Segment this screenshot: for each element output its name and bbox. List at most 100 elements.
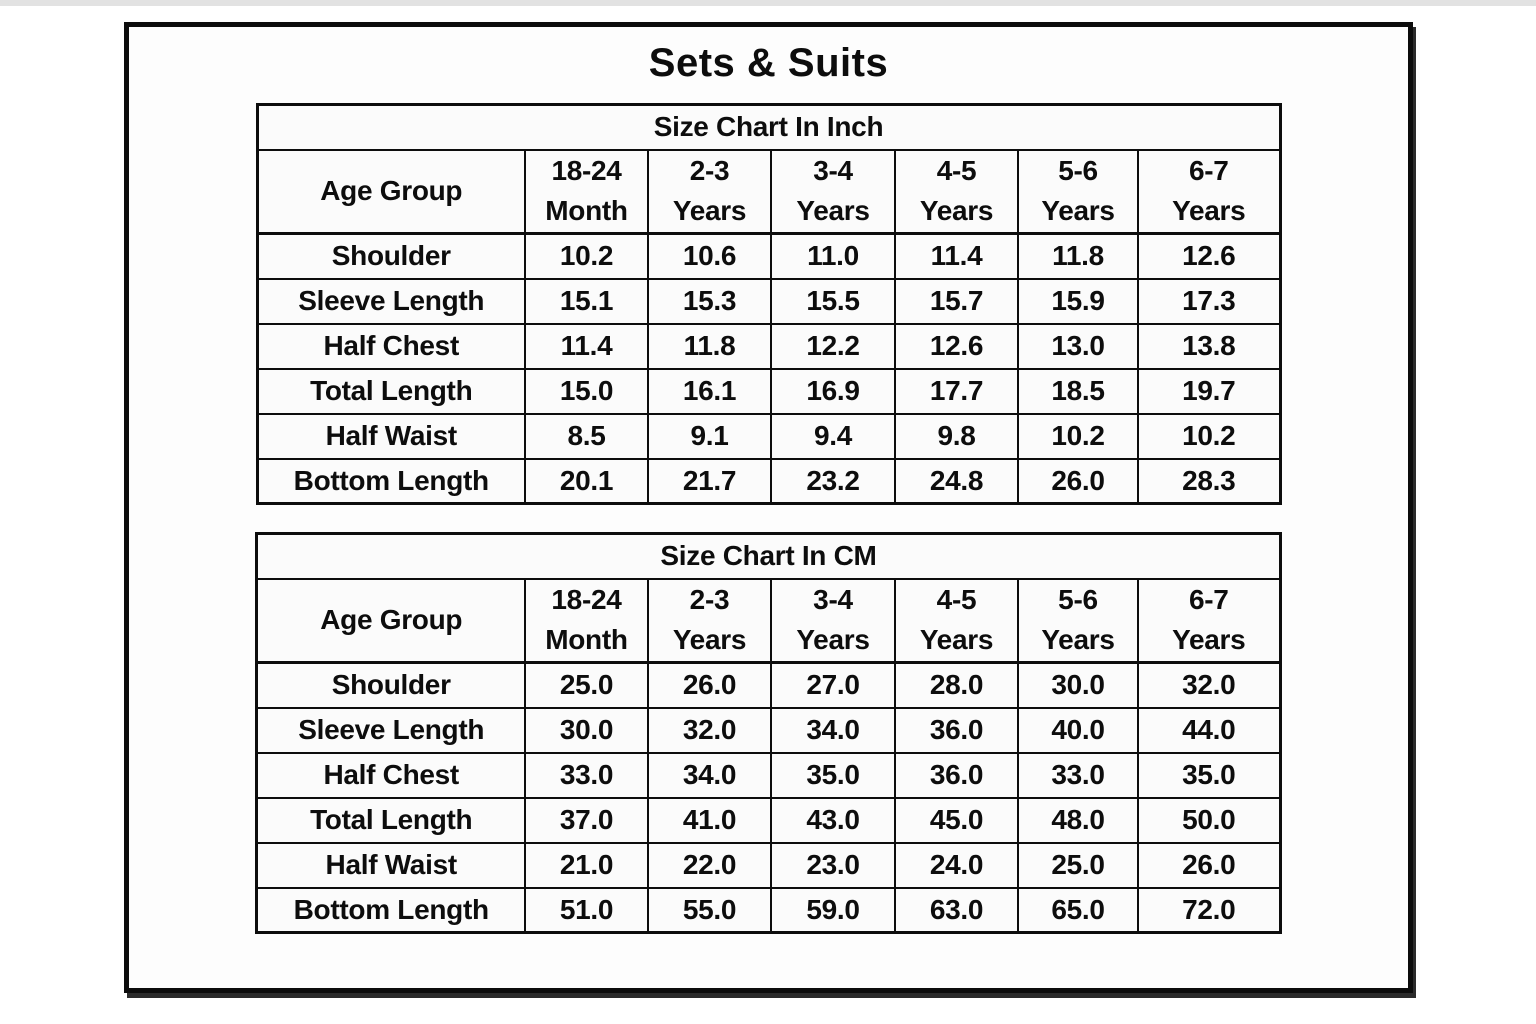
table-row: Sleeve Length 30.0 32.0 34.0 36.0 40.0 44.0	[255, 706, 1282, 754]
measurement-cell: 24.0	[893, 841, 1019, 889]
measurement-cell: 33.0	[523, 751, 649, 799]
measurement-cell: 15.3	[647, 277, 772, 325]
measurement-cell: 50.0	[1136, 796, 1282, 844]
measurement-cell: 41.0	[646, 796, 772, 844]
table-row: Sleeve Length 15.1 15.3 15.5 15.7 15.9 17.3	[256, 277, 1281, 325]
measurement-cell: 23.2	[770, 457, 896, 505]
measurement-cell: 15.0	[524, 367, 649, 415]
column-header: 3-4 Years	[770, 148, 896, 235]
measurement-cell: 12.6	[894, 322, 1019, 370]
table-row: Half Chest 33.0 34.0 35.0 36.0 33.0 35.0	[255, 751, 1282, 799]
measurement-cell: 11.8	[1017, 232, 1139, 280]
measurement-cell: 72.0	[1136, 886, 1282, 934]
row-label: Half Waist	[256, 412, 526, 460]
measurement-cell: 19.7	[1137, 367, 1281, 415]
measurement-cell: 28.3	[1137, 457, 1281, 505]
size-chart-table: Size Chart In CM Age Group 18-24 Month 2-3 …	[255, 532, 1282, 934]
measurement-cell: 10.2	[1017, 412, 1139, 460]
measurement-cell: 11.0	[770, 232, 896, 280]
measurement-cell: 9.4	[770, 412, 896, 460]
measurement-cell: 35.0	[769, 751, 896, 799]
table-title: Size Chart In Inch	[256, 103, 1281, 151]
measurement-cell: 9.8	[894, 412, 1019, 460]
table-row: Half Chest 11.4 11.8 12.2 12.6 13.0 13.8	[256, 322, 1281, 370]
measurement-cell: 18.5	[1017, 367, 1139, 415]
measurement-cell: 13.8	[1137, 322, 1281, 370]
table-row: Bottom Length 51.0 55.0 59.0 63.0 65.0 72.0	[255, 886, 1282, 934]
measurement-cell: 15.1	[524, 277, 649, 325]
size-chart-table: Size Chart In Inch Age Group 18-24 Month 2-…	[255, 103, 1282, 505]
measurement-cell: 48.0	[1016, 796, 1139, 844]
measurement-cell: 10.6	[647, 232, 772, 280]
measurement-cell: 21.7	[647, 457, 772, 505]
row-label: Half Chest	[256, 322, 526, 370]
column-header: 18-24 Month	[524, 148, 649, 235]
measurement-cell: 25.0	[523, 661, 649, 709]
column-header: 5-6 Years	[1017, 148, 1139, 235]
measurement-cell: 30.0	[523, 706, 649, 754]
measurement-cell: 24.8	[894, 457, 1019, 505]
measurement-cell: 34.0	[646, 751, 772, 799]
row-label: Sleeve Length	[255, 706, 526, 754]
table-row: Half Waist 8.5 9.1 9.4 9.8 10.2 10.2	[256, 412, 1281, 460]
measurement-cell: 21.0	[523, 841, 649, 889]
measurement-cell: 36.0	[893, 706, 1019, 754]
measurement-cell: 25.0	[1016, 841, 1139, 889]
measurement-cell: 15.5	[770, 277, 896, 325]
measurement-cell: 63.0	[893, 886, 1019, 934]
row-label: Total Length	[256, 367, 526, 415]
column-header: 2-3 Years	[647, 148, 772, 235]
row-label: Shoulder	[256, 232, 526, 280]
column-header: 6-7 Years	[1137, 148, 1281, 235]
table-row: Shoulder 10.2 10.6 11.0 11.4 11.8 12.6	[256, 232, 1281, 280]
measurement-cell: 27.0	[769, 661, 896, 709]
measurement-cell: 55.0	[646, 886, 772, 934]
age-group-header: Age Group	[255, 577, 526, 664]
measurement-cell: 59.0	[769, 886, 896, 934]
column-header: 5-6 Years	[1016, 577, 1139, 664]
age-group-header: Age Group	[256, 148, 526, 235]
measurement-cell: 11.4	[894, 232, 1019, 280]
table-row: Total Length 37.0 41.0 43.0 45.0 48.0 50.0	[255, 796, 1282, 844]
outer-frame: Sets & Suits Size Chart In Inch Age Group…	[124, 22, 1413, 993]
measurement-cell: 34.0	[769, 706, 896, 754]
table-row: Half Waist 21.0 22.0 23.0 24.0 25.0 26.0	[255, 841, 1282, 889]
size-chart-inch-container: Size Chart In Inch Age Group 18-24 Month 2-…	[129, 103, 1408, 505]
measurement-cell: 10.2	[524, 232, 649, 280]
row-label: Half Waist	[255, 841, 526, 889]
measurement-cell: 26.0	[1017, 457, 1139, 505]
column-header: 3-4 Years	[769, 577, 896, 664]
size-chart-cm-container: Size Chart In CM Age Group 18-24 Month 2-3 …	[129, 532, 1408, 934]
measurement-cell: 35.0	[1136, 751, 1282, 799]
measurement-cell: 36.0	[893, 751, 1019, 799]
measurement-cell: 30.0	[1016, 661, 1139, 709]
measurement-cell: 32.0	[646, 706, 772, 754]
measurement-cell: 26.0	[1136, 841, 1282, 889]
measurement-cell: 32.0	[1136, 661, 1282, 709]
measurement-cell: 12.2	[770, 322, 896, 370]
table-title-row: Size Chart In CM	[255, 532, 1282, 580]
row-label: Shoulder	[255, 661, 526, 709]
measurement-cell: 17.3	[1137, 277, 1281, 325]
measurement-cell: 37.0	[523, 796, 649, 844]
measurement-cell: 11.4	[524, 322, 649, 370]
measurement-cell: 17.7	[894, 367, 1019, 415]
table-title: Size Chart In CM	[255, 532, 1282, 580]
column-header: 4-5 Years	[893, 577, 1019, 664]
measurement-cell: 16.1	[647, 367, 772, 415]
measurement-cell: 26.0	[646, 661, 772, 709]
measurement-cell: 11.8	[647, 322, 772, 370]
measurement-cell: 51.0	[523, 886, 649, 934]
row-label: Bottom Length	[255, 886, 526, 934]
table-row: Shoulder 25.0 26.0 27.0 28.0 30.0 32.0	[255, 661, 1282, 709]
measurement-cell: 40.0	[1016, 706, 1139, 754]
measurement-cell: 9.1	[647, 412, 772, 460]
measurement-cell: 13.0	[1017, 322, 1139, 370]
row-label: Total Length	[255, 796, 526, 844]
top-edge-band	[0, 0, 1536, 6]
table-header-row: Age Group 18-24 Month 2-3 Years 3-4 Years 4-…	[256, 148, 1281, 235]
measurement-cell: 44.0	[1136, 706, 1282, 754]
column-header: 6-7 Years	[1136, 577, 1282, 664]
measurement-cell: 23.0	[769, 841, 896, 889]
column-header: 18-24 Month	[523, 577, 649, 664]
